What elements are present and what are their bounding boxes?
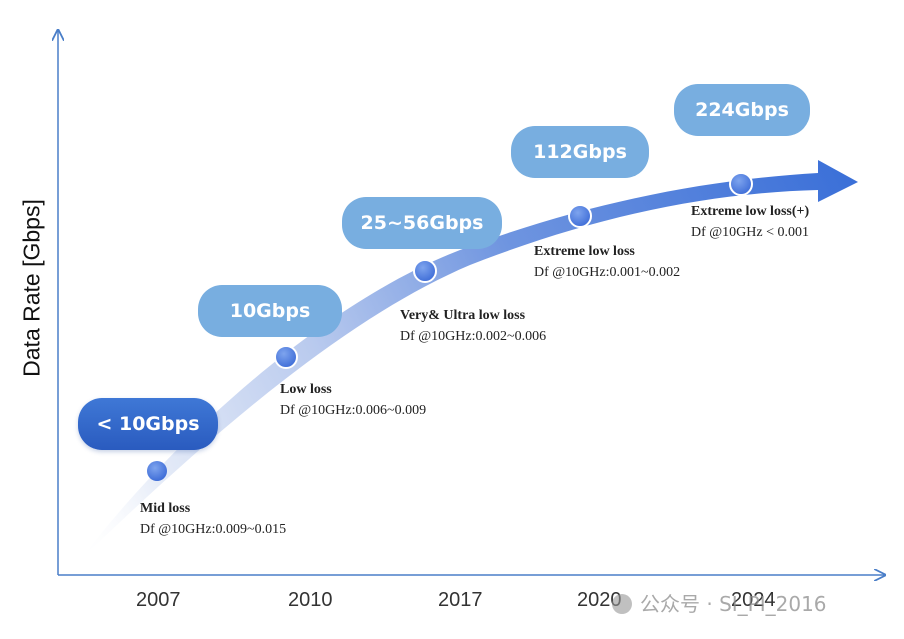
node-2020 bbox=[568, 204, 592, 228]
node-2007 bbox=[147, 461, 167, 481]
stage-name: Extreme low loss(+) bbox=[691, 204, 810, 219]
stage-df: Df @10GHz < 0.001 bbox=[691, 225, 809, 240]
stage-name: Extreme low loss bbox=[534, 244, 635, 259]
node-2024 bbox=[729, 172, 753, 196]
stage-label-2024: Extreme low loss(+) Df @10GHz < 0.001 bbox=[691, 201, 809, 243]
watermark: 公众号 · SI_PI_2016 bbox=[612, 588, 827, 617]
node-2010 bbox=[274, 345, 298, 369]
stage-label-2010: Low loss Df @10GHz:0.006~0.009 bbox=[280, 379, 426, 421]
watermark-text: 公众号 · SI_PI_2016 bbox=[640, 592, 827, 616]
y-axis-label: Data Rate [Gbps] bbox=[18, 199, 45, 377]
stage-name: Very& Ultra low loss bbox=[400, 308, 526, 323]
year-label-2010: 2010 bbox=[288, 589, 333, 611]
stage-label-2017: Very& Ultra low loss Df @10GHz:0.002~0.0… bbox=[400, 305, 546, 347]
rate-pill-2007: < 10Gbps bbox=[78, 398, 218, 450]
wechat-icon bbox=[612, 594, 632, 614]
year-label-2020: 2020 bbox=[577, 589, 622, 611]
rate-pill-2017: 25~56Gbps bbox=[342, 197, 502, 249]
stage-df: Df @10GHz:0.002~0.006 bbox=[400, 329, 547, 344]
node-2017 bbox=[413, 259, 437, 283]
year-label-2017: 2017 bbox=[438, 589, 483, 611]
rate-pill-2020: 112Gbps bbox=[511, 126, 649, 178]
stage-name: Mid loss bbox=[140, 501, 191, 516]
stage-label-2020: Extreme low loss Df @10GHz:0.001~0.002 bbox=[534, 241, 680, 283]
stage-name: Low loss bbox=[280, 382, 332, 397]
stage-df: Df @10GHz:0.006~0.009 bbox=[280, 403, 427, 418]
rate-pill-2024: 224Gbps bbox=[674, 84, 810, 136]
stage-label-2007: Mid loss Df @10GHz:0.009~0.015 bbox=[140, 498, 286, 540]
year-label-2024: 2024 bbox=[731, 589, 776, 611]
rate-pill-2010: 10Gbps bbox=[198, 285, 342, 337]
stage-df: Df @10GHz:0.001~0.002 bbox=[534, 265, 681, 280]
stage-df: Df @10GHz:0.009~0.015 bbox=[140, 522, 287, 537]
year-label-2007: 2007 bbox=[136, 589, 181, 611]
